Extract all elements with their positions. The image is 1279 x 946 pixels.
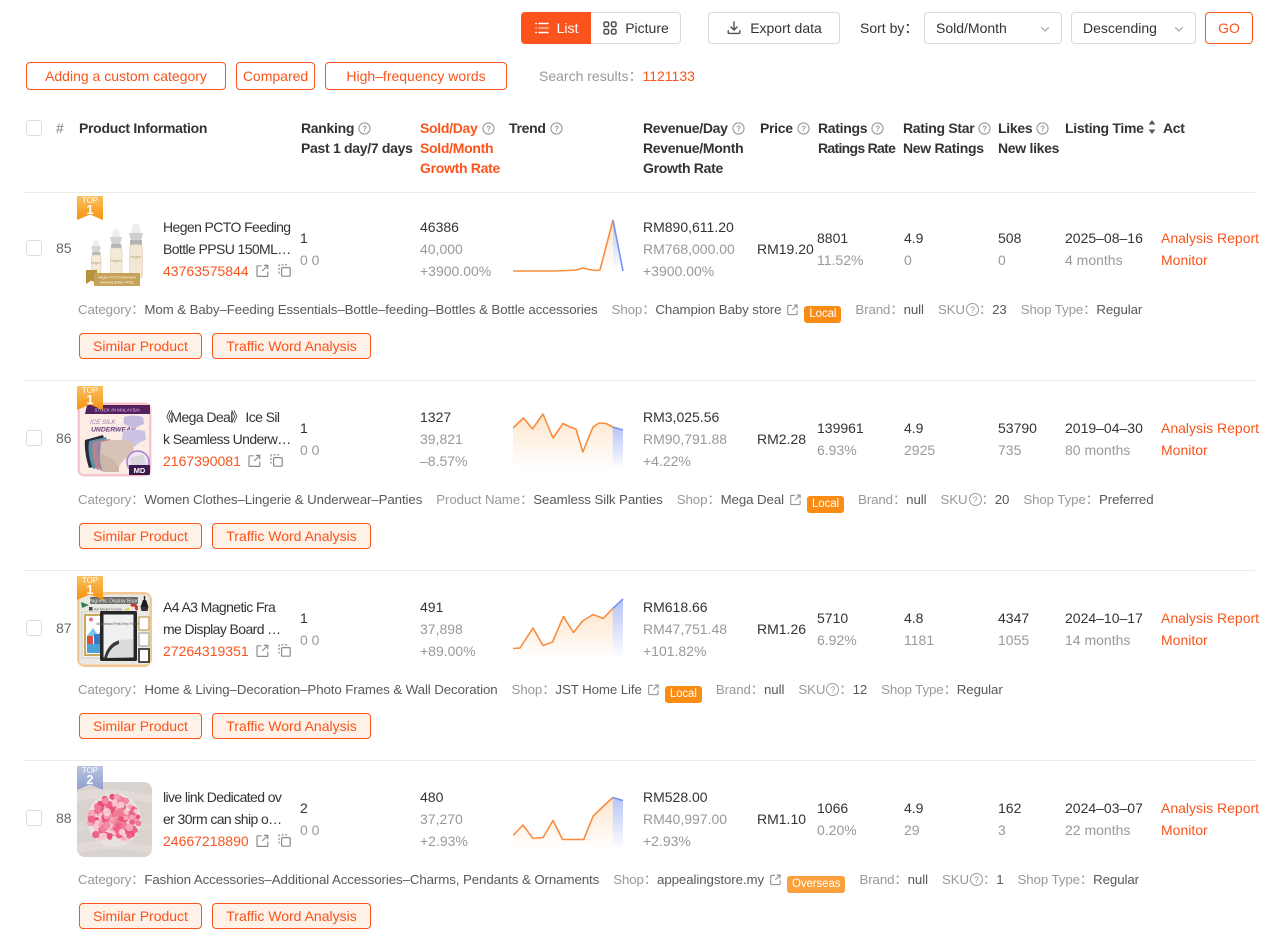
svg-text:Magnetic Display Board: Magnetic Display Board bbox=[88, 599, 141, 605]
svg-text:?: ? bbox=[1041, 124, 1046, 133]
svg-text:?: ? bbox=[875, 124, 880, 133]
svg-text:hegen: hegen bbox=[91, 261, 101, 265]
svg-text:Magnetised Print-Keep Frames: Magnetised Print-Keep Frames bbox=[96, 622, 141, 626]
svg-text:Feeding Bottle PPSU: Feeding Bottle PPSU bbox=[100, 281, 134, 285]
svg-text:ICE SILK: ICE SILK bbox=[90, 419, 116, 426]
svg-text:?: ? bbox=[554, 124, 559, 133]
svg-text:?: ? bbox=[983, 124, 988, 133]
svg-text:?: ? bbox=[486, 124, 491, 133]
svg-text:UNDERWEAR: UNDERWEAR bbox=[91, 427, 136, 434]
svg-text:?: ? bbox=[362, 124, 367, 133]
svg-text:STOCK IN MALAYSIA: STOCK IN MALAYSIA bbox=[94, 408, 140, 413]
svg-text:Hegen PCTO Extensive: Hegen PCTO Extensive bbox=[98, 276, 136, 280]
svg-text:MD: MD bbox=[134, 466, 146, 475]
svg-text:hegen: hegen bbox=[130, 254, 141, 259]
svg-text:hegen: hegen bbox=[111, 258, 122, 263]
svg-text:?: ? bbox=[736, 124, 741, 133]
svg-text:?: ? bbox=[801, 124, 806, 133]
svg-text:A4 Model Frame: A4 Model Frame bbox=[94, 608, 122, 612]
